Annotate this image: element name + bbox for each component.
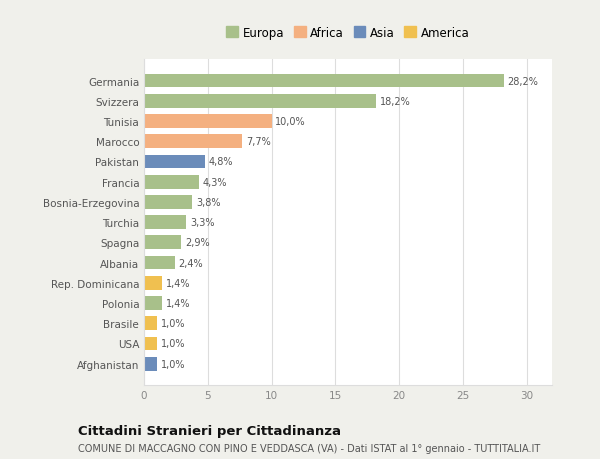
- Text: 3,3%: 3,3%: [190, 218, 214, 228]
- Text: 7,7%: 7,7%: [246, 137, 271, 147]
- Text: 18,2%: 18,2%: [380, 96, 410, 106]
- Text: 3,8%: 3,8%: [196, 197, 221, 207]
- Text: 1,0%: 1,0%: [161, 339, 185, 349]
- Bar: [144, 155, 205, 169]
- Text: 28,2%: 28,2%: [508, 76, 538, 86]
- Text: 4,3%: 4,3%: [203, 177, 227, 187]
- Bar: [144, 95, 376, 108]
- Text: 1,0%: 1,0%: [161, 319, 185, 329]
- Bar: [144, 115, 271, 129]
- Bar: [144, 297, 162, 310]
- Bar: [144, 74, 503, 88]
- Bar: [144, 276, 162, 290]
- Text: COMUNE DI MACCAGNO CON PINO E VEDDASCA (VA) - Dati ISTAT al 1° gennaio - TUTTITA: COMUNE DI MACCAGNO CON PINO E VEDDASCA (…: [78, 443, 540, 453]
- Text: 2,9%: 2,9%: [185, 238, 209, 248]
- Text: Cittadini Stranieri per Cittadinanza: Cittadini Stranieri per Cittadinanza: [78, 424, 341, 437]
- Text: 4,8%: 4,8%: [209, 157, 233, 167]
- Bar: [144, 317, 157, 330]
- Bar: [144, 236, 181, 250]
- Text: 2,4%: 2,4%: [178, 258, 203, 268]
- Legend: Europa, Africa, Asia, America: Europa, Africa, Asia, America: [223, 23, 473, 43]
- Bar: [144, 337, 157, 351]
- Bar: [144, 256, 175, 270]
- Text: 1,4%: 1,4%: [166, 278, 190, 288]
- Bar: [144, 196, 193, 209]
- Text: 10,0%: 10,0%: [275, 117, 306, 127]
- Text: 1,0%: 1,0%: [161, 359, 185, 369]
- Bar: [144, 135, 242, 149]
- Bar: [144, 175, 199, 189]
- Bar: [144, 216, 186, 230]
- Bar: [144, 357, 157, 371]
- Text: 1,4%: 1,4%: [166, 298, 190, 308]
